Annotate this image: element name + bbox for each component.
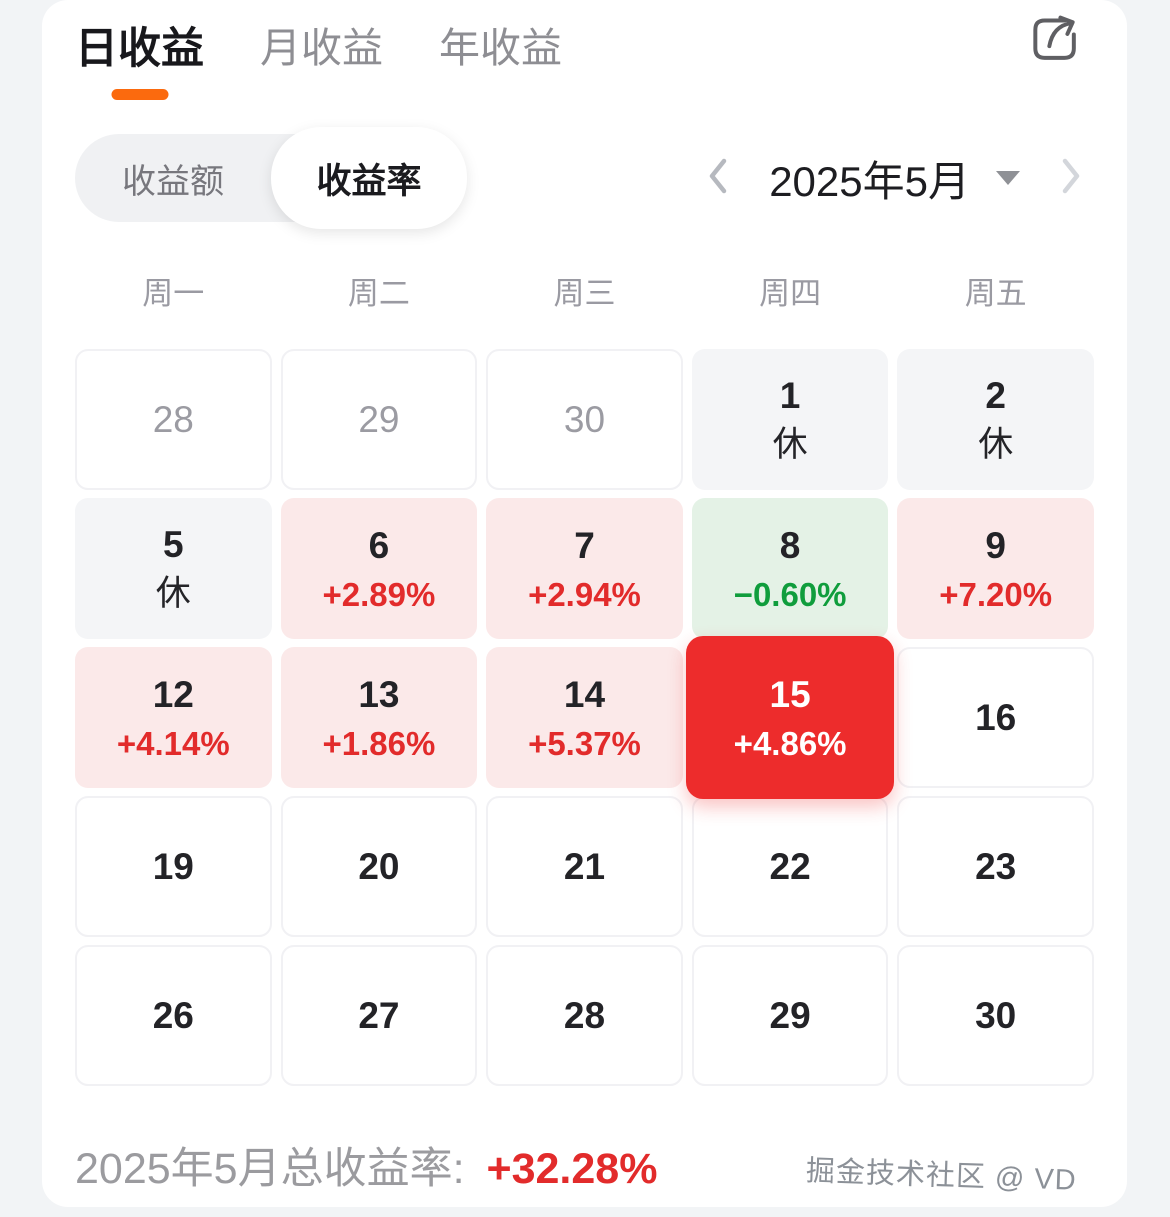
tab-yearly-return-label: 年收益	[439, 25, 562, 71]
cell-day-number: 30	[975, 994, 1017, 1036]
calendar-cell-22[interactable]: 22	[691, 796, 889, 937]
cell-day-number: 9	[985, 525, 1006, 567]
calendar-cell-13[interactable]: 13 +1.86%	[280, 647, 478, 788]
weekday-header-row: 周一 周二 周三 周四 周五	[75, 268, 1094, 313]
active-tab-indicator	[111, 89, 168, 100]
calendar-cell-26[interactable]: 26	[75, 945, 272, 1086]
toggle-amount-option[interactable]: 收益额	[75, 134, 271, 222]
cell-day-number: 5	[163, 524, 184, 566]
tab-monthly-return[interactable]: 月收益	[260, 14, 383, 106]
cell-rest-label: 休	[155, 574, 191, 614]
calendar-cell-14[interactable]: 14 +5.37%	[486, 647, 683, 788]
share-icon	[1026, 15, 1082, 70]
month-dropdown-caret-icon[interactable]	[996, 171, 1020, 185]
calendar-cell-12[interactable]: 12 +4.14%	[75, 647, 272, 788]
card-inner: 日收益 月收益 年收益	[42, 0, 1127, 1207]
calendar-cell-15[interactable]: 15 +4.86%	[685, 636, 895, 799]
cell-day-number: 7	[574, 525, 595, 567]
cell-return-rate: +1.86%	[322, 724, 436, 762]
monthly-total-summary: 2025年5月总收益率: +32.28%	[75, 1134, 1094, 1196]
toggle-amount-label: 收益额	[122, 162, 224, 201]
cell-day-number: 23	[975, 845, 1017, 887]
cell-day-number: 2	[985, 375, 1006, 417]
cell-day-number: 1	[779, 375, 801, 417]
cell-day-number: 21	[563, 845, 606, 887]
share-button[interactable]	[1026, 10, 1082, 66]
summary-label: 2025年5月总收益率:	[75, 1145, 465, 1193]
calendar-cell-29[interactable]: 29	[691, 945, 889, 1086]
cell-rest-label: 休	[978, 425, 1014, 465]
calendar-cell-23[interactable]: 23	[897, 796, 1094, 937]
calendar-grid: 28 29 30 1 休 2 休 5 休 6 +2.89% 7 +2.94% 8 −0.60% 9 +7.20%…	[75, 349, 1094, 1086]
weekday-label: 周三	[553, 276, 616, 311]
cell-day-number: 6	[368, 525, 390, 567]
cell-day-number: 26	[152, 994, 194, 1036]
weekday-label: 周五	[964, 276, 1027, 311]
tab-daily-return[interactable]: 日收益	[75, 14, 204, 108]
calendar-cell-9[interactable]: 9 +7.20%	[897, 498, 1094, 639]
calendar-cell-20[interactable]: 20	[280, 796, 478, 937]
tab-daily-return-label: 日收益	[75, 25, 204, 73]
cell-return-rate: +4.14%	[116, 724, 230, 762]
cell-day-number: 28	[152, 398, 194, 440]
weekday-label: 周一	[142, 276, 205, 311]
cell-return-rate: −0.60%	[733, 575, 847, 613]
metric-toggle: 收益额 收益率	[75, 127, 467, 229]
cell-day-number: 19	[152, 845, 194, 887]
tab-yearly-return[interactable]: 年收益	[439, 14, 562, 106]
cell-day-number: 29	[358, 398, 400, 440]
toggle-rate-option[interactable]: 收益率	[271, 127, 467, 229]
calendar-cell-8[interactable]: 8 −0.60%	[691, 498, 889, 639]
cell-return-rate: +7.20%	[939, 575, 1053, 613]
month-navigator: 2025年5月	[701, 148, 1088, 209]
calendar-cell-29[interactable]: 29	[280, 349, 478, 490]
cell-day-number: 27	[358, 994, 400, 1036]
cell-day-number: 28	[563, 994, 606, 1036]
calendar-cell-30[interactable]: 30	[486, 349, 683, 490]
cell-return-rate: +2.94%	[528, 575, 641, 613]
chevron-left-icon	[707, 157, 729, 200]
cell-day-number: 22	[769, 845, 811, 887]
cell-return-rate: +2.89%	[322, 575, 436, 613]
cell-return-rate: +5.37%	[528, 724, 641, 762]
cell-day-number: 16	[975, 696, 1017, 738]
next-month-button[interactable]	[1054, 151, 1088, 206]
calendar-cell-30[interactable]: 30	[897, 945, 1094, 1086]
cell-day-number: 14	[563, 674, 606, 716]
prev-month-button[interactable]	[701, 151, 735, 206]
calendar-cell-28[interactable]: 28	[486, 945, 683, 1086]
toggle-rate-label: 收益率	[316, 161, 422, 201]
cell-day-number: 30	[563, 398, 606, 440]
calendar-cell-27[interactable]: 27	[280, 945, 478, 1086]
tab-monthly-return-label: 月收益	[260, 25, 383, 71]
period-tabs: 日收益 月收益 年收益	[75, 0, 1094, 108]
month-label[interactable]: 2025年5月	[769, 157, 970, 205]
returns-card: 日收益 月收益 年收益	[42, 0, 1127, 1207]
cell-return-rate: +4.86%	[733, 724, 847, 762]
chevron-right-icon	[1060, 157, 1082, 200]
controls-row: 收益额 收益率 2025年5月	[75, 127, 1094, 229]
cell-day-number: 15	[769, 674, 811, 716]
cell-rest-label: 休	[772, 425, 808, 465]
cell-day-number: 12	[152, 674, 194, 716]
cell-day-number: 20	[358, 845, 400, 887]
calendar-cell-16[interactable]: 16	[897, 647, 1094, 788]
summary-value: +32.28%	[486, 1145, 658, 1193]
cell-day-number: 13	[358, 674, 400, 716]
calendar-cell-19[interactable]: 19	[75, 796, 272, 937]
calendar-cell-21[interactable]: 21	[486, 796, 683, 937]
calendar-cell-28[interactable]: 28	[75, 349, 272, 490]
calendar-cell-7[interactable]: 7 +2.94%	[486, 498, 683, 639]
cell-day-number: 29	[769, 994, 811, 1036]
weekday-label: 周四	[759, 276, 822, 311]
weekday-label: 周二	[347, 276, 410, 311]
calendar-cell-6[interactable]: 6 +2.89%	[280, 498, 478, 639]
cell-day-number: 8	[779, 525, 801, 567]
